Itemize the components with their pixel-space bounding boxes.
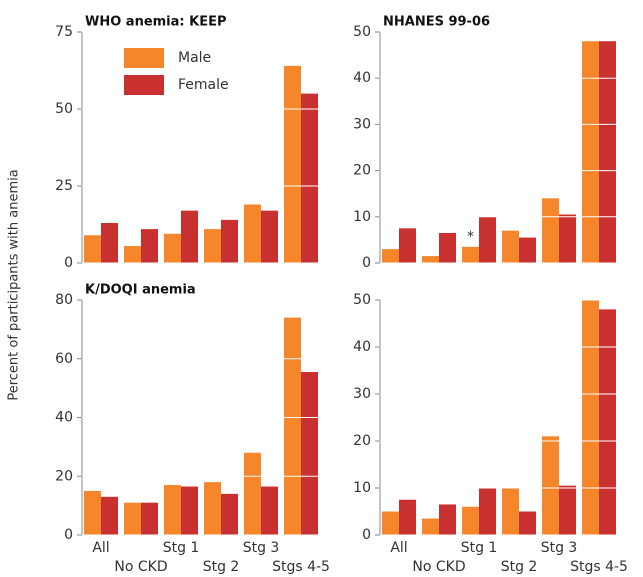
- x-tick-label: Stgs 4-5: [570, 559, 628, 575]
- legend-swatch: [124, 48, 164, 68]
- x-tick-label: No CKD: [114, 559, 167, 575]
- bar: [382, 511, 399, 535]
- bar: [479, 488, 496, 535]
- y-tick-label: 0: [64, 255, 73, 271]
- bar: [181, 486, 198, 535]
- bar: [164, 233, 181, 263]
- bar: [181, 210, 198, 263]
- bar: [559, 485, 576, 535]
- bar: [244, 452, 261, 535]
- bar: [462, 246, 479, 263]
- bar: [582, 300, 599, 535]
- bar: [519, 511, 536, 535]
- bar: [399, 228, 416, 263]
- bar: [582, 41, 599, 263]
- bar: [164, 485, 181, 535]
- bar: [101, 222, 118, 263]
- y-tick-label: 50: [353, 24, 371, 40]
- x-tick-label: All: [390, 540, 407, 556]
- x-tick-label: Stg 2: [203, 559, 240, 575]
- bar: [84, 490, 101, 535]
- y-tick-label: 40: [55, 410, 73, 426]
- bar: [301, 371, 318, 535]
- y-tick-label: 25: [55, 178, 73, 194]
- bar: [101, 496, 118, 535]
- y-tick-label: 30: [353, 386, 371, 402]
- y-tick-label: 0: [64, 527, 73, 543]
- bar: [502, 230, 519, 263]
- annotation: *: [467, 229, 474, 245]
- y-tick-label: 20: [353, 163, 371, 179]
- legend-swatch: [124, 75, 164, 95]
- y-tick-label: 30: [353, 116, 371, 132]
- bar: [422, 256, 439, 263]
- bar: [141, 229, 158, 263]
- bar: [439, 504, 456, 535]
- y-tick-label: 20: [353, 433, 371, 449]
- bar: [519, 237, 536, 263]
- bar: [221, 493, 238, 535]
- bar: [599, 41, 616, 263]
- y-tick-label: 50: [55, 101, 73, 117]
- y-tick-label: 40: [353, 339, 371, 355]
- bar: [479, 216, 496, 263]
- bar: [221, 219, 238, 263]
- bar: [261, 486, 278, 535]
- bar: [141, 502, 158, 535]
- bar: [261, 210, 278, 263]
- bar: [542, 436, 559, 535]
- bar: [439, 232, 456, 263]
- y-tick-label: 75: [55, 24, 73, 40]
- y-tick-label: 0: [362, 527, 371, 543]
- y-axis-label: Percent of participants with anemia: [7, 169, 22, 400]
- y-tick-label: 80: [55, 292, 73, 308]
- bar: [382, 249, 399, 263]
- bar: [244, 204, 261, 263]
- x-tick-label: All: [92, 540, 109, 556]
- y-tick-label: 0: [362, 255, 371, 271]
- panel-title: WHO anemia: KEEP: [85, 15, 227, 30]
- x-tick-label: Stg 3: [541, 540, 578, 556]
- bar: [542, 198, 559, 263]
- y-tick-label: 60: [55, 351, 73, 367]
- bar: [422, 518, 439, 535]
- x-tick-label: Stg 3: [243, 540, 280, 556]
- bar: [559, 214, 576, 263]
- y-tick-label: 40: [353, 70, 371, 86]
- bar: [204, 482, 221, 535]
- y-tick-label: 10: [353, 480, 371, 496]
- y-tick-label: 10: [353, 209, 371, 225]
- panel-title: K/DOQI anemia: [85, 283, 196, 298]
- bar: [301, 93, 318, 263]
- y-tick-label: 20: [55, 468, 73, 484]
- bar: [462, 506, 479, 535]
- x-tick-label: Stgs 4-5: [272, 559, 330, 575]
- x-tick-label: No CKD: [412, 559, 465, 575]
- legend-label: Male: [178, 50, 211, 66]
- bar: [84, 235, 101, 263]
- bar: [204, 229, 221, 263]
- x-tick-label: Stg 1: [163, 540, 200, 556]
- bar: [284, 65, 301, 263]
- x-tick-label: Stg 2: [501, 559, 538, 575]
- y-tick-label: 50: [353, 292, 371, 308]
- bar: [284, 317, 301, 535]
- bar: [502, 488, 519, 535]
- bar: [124, 246, 141, 263]
- bar: [124, 502, 141, 535]
- x-tick-label: Stg 1: [461, 540, 498, 556]
- bar: [399, 499, 416, 535]
- legend-label: Female: [178, 77, 229, 93]
- bar: [599, 309, 616, 535]
- panel-title: NHANES 99-06: [383, 15, 490, 30]
